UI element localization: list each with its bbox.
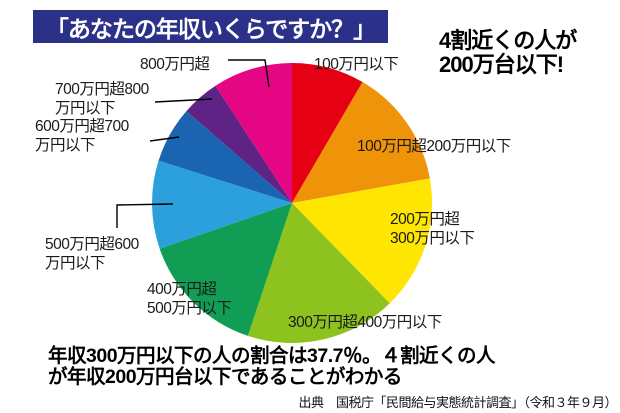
callout-note: 4割近くの人が 200万台以下! (439, 28, 577, 77)
pie-slice-7 (186, 85, 292, 203)
pie-label-200-300: 200万円超 300万円以下 (390, 210, 475, 248)
pie-label-700-800: 700万円超800 万円以下 (55, 80, 149, 118)
pie-label-100-200: 100万円超200万円以下 (357, 137, 511, 156)
pie-slice-2 (292, 178, 432, 304)
pie-label-400-500: 400万円超 500万円以下 (147, 280, 232, 318)
pie-label-400-500-line2: 500万円以下 (147, 300, 232, 317)
pie-label-200-300-line2: 300万円以下 (390, 230, 475, 247)
source-credit: 出典 国税庁「民間給与実態統計調査」（令和３年９月） (298, 395, 617, 410)
pie-slice-8 (215, 63, 292, 203)
title-text: 「あなたの年収いくらですか？」 (45, 15, 376, 42)
pie-slice-4 (159, 203, 292, 336)
pie-label-500-600-line2: 万円以下 (45, 255, 106, 272)
pie-label-over800: 800万円超 (140, 55, 210, 74)
pie-slice-0 (292, 63, 363, 203)
pie-slices (151, 63, 432, 343)
caption-line2: が年収200万円台以下であることがわかる (48, 365, 402, 388)
pie-label-700-800-line1: 700万円超800 (55, 81, 149, 98)
pie-label-300-400: 300万円超400万円以下 (288, 313, 442, 332)
callout-line2: 200万台以下! (439, 52, 564, 77)
pie-label-100-200-line1: 100万円超200万円以下 (357, 138, 511, 155)
pie-label-500-600: 500万円超600 万円以下 (45, 235, 139, 273)
pie-label-500-600-line1: 500万円超600 (45, 236, 139, 253)
pie-label-400-500-line1: 400万円超 (147, 281, 217, 298)
pie-slice-3 (247, 203, 390, 343)
leader-line-600-700 (149, 136, 180, 142)
title-banner: 「あなたの年収いくらですか？」 (33, 10, 388, 43)
leader-line-500-600 (116, 203, 174, 228)
caption: 年収300万円以下の人の割合は37.7％。４割近くの人 が年収200万円台以下で… (48, 345, 496, 388)
pie-label-600-700: 600万円超700 万円以下 (35, 117, 129, 155)
pie-label-200-300-line1: 200万円超 (390, 211, 460, 228)
pie-label-600-700-line1: 600万円超700 (35, 118, 129, 135)
pie-label-700-800-line2: 万円以下 (55, 100, 116, 117)
pie-label-under100-line1: 100万円以下 (314, 56, 399, 73)
callout-line1: 4割近くの人が (439, 28, 577, 53)
leader-line-over800 (228, 59, 270, 88)
caption-line1: 年収300万円以下の人の割合は37.7％。４割近くの人 (48, 345, 496, 367)
pie-slice-1 (292, 82, 430, 203)
pie-label-over800-line1: 800万円超 (140, 56, 210, 73)
pie-slice-5 (151, 160, 292, 249)
leader-line-700-800 (154, 98, 213, 103)
pie-label-300-400-line1: 300万円超400万円以下 (288, 314, 442, 331)
pie-label-600-700-line2: 万円以下 (35, 137, 96, 154)
pie-label-under100: 100万円以下 (314, 55, 399, 74)
pie-slice-6 (158, 111, 292, 203)
